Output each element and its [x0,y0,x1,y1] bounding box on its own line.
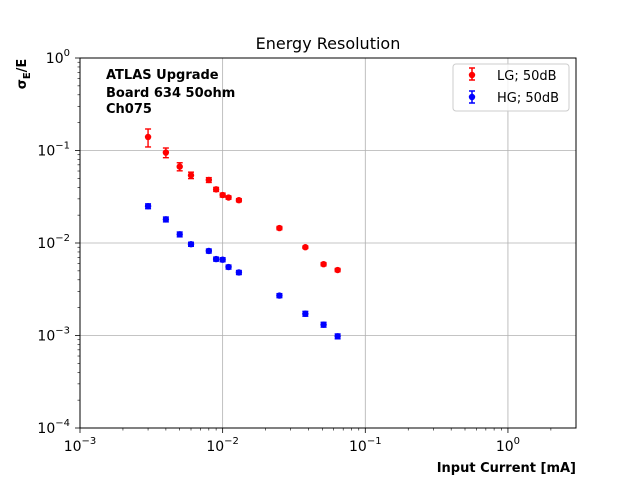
data-point [235,197,243,204]
chart-title: Energy Resolution [256,34,401,53]
svg-text:σE/E: σE/E [15,59,33,90]
data-point [276,224,283,232]
data-point [212,186,220,193]
marker [302,244,309,251]
legend-box [452,63,570,112]
data-point [144,202,152,210]
x-tick-label: 100 [496,436,520,455]
marker [225,194,232,201]
y-tick-label: 10−4 [37,418,70,437]
series-hg [144,202,341,340]
marker [144,202,152,210]
series-lg [144,128,341,274]
marker [176,163,183,170]
annotation-line-1: ATLAS Upgrade [106,68,219,83]
data-point [187,171,195,180]
marker [276,292,283,299]
y-tick-label: 10−3 [37,326,70,345]
marker [219,191,226,199]
data-point [302,310,309,317]
data-point [334,333,341,340]
marker [302,310,309,317]
data-point [225,263,232,271]
data-point [212,255,220,263]
data-point [302,244,309,251]
data-point [144,128,152,148]
marker [187,241,195,248]
data-point [205,176,213,184]
marker [187,172,195,179]
data-point [205,247,213,255]
data-point [320,260,327,268]
data-point [320,321,327,328]
data-point [334,266,341,274]
legend-marker-lg [468,67,476,81]
annotation-line-2: Board 634 50ohm [106,86,235,101]
marker [162,216,170,223]
data-point [219,191,226,199]
marker [212,255,220,263]
legend: LG; 50dB HG; 50dB [452,63,570,112]
marker [225,263,232,271]
marker [205,247,213,255]
data-point [162,216,170,223]
y-tick-label: 10−2 [37,233,70,252]
marker [219,256,226,263]
legend-label-lg: LG; 50dB [497,69,557,84]
legend-label-hg: HG; 50dB [497,91,559,106]
plot-frame [79,57,577,429]
marker [334,266,341,274]
grid [80,58,576,428]
marker [334,333,341,340]
data-points [144,128,341,340]
x-tick-label: 10−3 [64,436,97,455]
marker [205,176,213,184]
y-tick-label: 100 [46,48,70,67]
y-axis-label: σE/E [15,59,33,90]
annotation-line-3: Ch075 [106,102,152,117]
x-tick-label: 10−1 [349,436,382,455]
marker [276,224,283,232]
data-point [176,162,183,172]
data-point [187,241,195,248]
data-point [276,292,283,299]
legend-marker-hg [468,90,476,104]
marker [320,321,327,328]
marker [162,149,170,156]
marker [320,260,327,268]
data-point [162,147,170,159]
y-tick-label: 10−1 [37,141,70,160]
data-point [235,269,243,276]
marker [235,197,243,204]
data-point [225,194,232,201]
data-point [176,231,183,238]
x-tick-label: 10−2 [206,436,239,455]
data-point [219,256,226,263]
x-axis-label: Input Current [mA] [437,461,576,476]
marker [176,231,183,238]
annotation-block: ATLAS Upgrade Board 634 50ohm Ch075 [106,68,235,117]
marker [144,133,152,141]
marker [212,186,220,193]
marker [235,269,243,276]
